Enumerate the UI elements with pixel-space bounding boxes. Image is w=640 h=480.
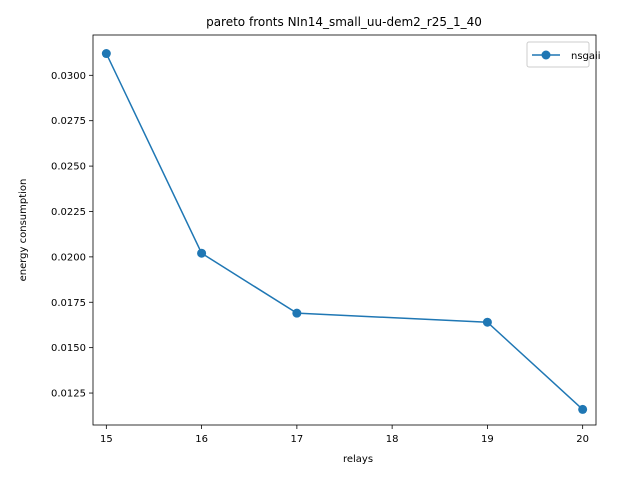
x-tick-label: 16 — [195, 434, 208, 445]
y-tick-label: 0.0250 — [51, 162, 86, 173]
legend: nsgaii — [526, 41, 601, 68]
data-point-nsgaii — [292, 308, 302, 318]
x-tick-label: 19 — [481, 434, 494, 445]
series-layer — [101, 49, 588, 414]
plot-area-frame — [92, 34, 597, 426]
y-tick-label: 0.0300 — [51, 71, 86, 82]
y-tick-label: 0.0225 — [51, 207, 86, 218]
data-point-nsgaii — [578, 404, 588, 414]
y-tick-label: 0.0150 — [51, 343, 86, 354]
data-point-nsgaii — [197, 248, 207, 258]
legend-marker-nsgaii — [541, 50, 551, 60]
x-tick-label: 15 — [100, 434, 113, 445]
legend-label-nsgaii: nsgaii — [571, 51, 601, 62]
x-axis-label: relays — [343, 454, 373, 465]
y-tick-label: 0.0275 — [51, 116, 86, 127]
y-axis-ticks: 0.0125 0.0150 0.0175 0.0200 0.0225 0.0250 0.02… — [51, 71, 93, 400]
y-tick-label: 0.0125 — [51, 389, 86, 400]
x-axis-ticks: 15 16 17 18 19 20 — [100, 425, 589, 445]
y-tick-label: 0.0200 — [51, 252, 86, 263]
x-tick-label: 17 — [291, 434, 304, 445]
x-tick-label: 20 — [576, 434, 589, 445]
y-tick-label: 0.0175 — [51, 298, 86, 309]
y-axis-label: energy consumption — [18, 179, 29, 282]
data-point-nsgaii — [101, 49, 111, 59]
chart-title: pareto fronts NIn14_small_uu-dem2_r25_1_… — [206, 15, 482, 29]
x-tick-label: 18 — [386, 434, 399, 445]
data-point-nsgaii — [482, 317, 492, 327]
